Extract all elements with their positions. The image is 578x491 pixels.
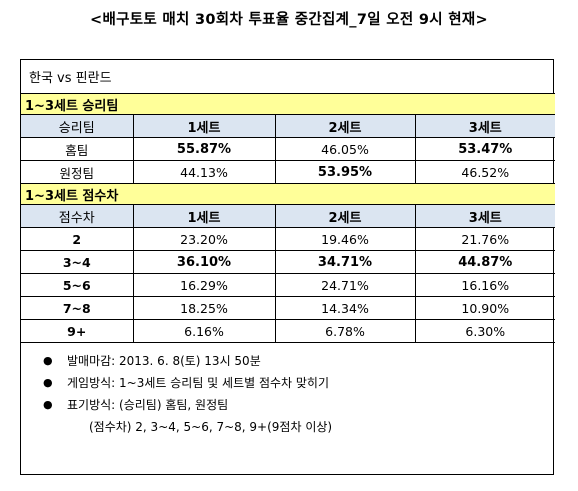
note-item: ● 표기방식: (승리팀) 홈팀, 원정팀: [43, 394, 553, 416]
header-cell: 1세트: [132, 114, 276, 138]
table-row: 2 23.20% 19.46% 21.76%: [21, 227, 556, 251]
header-cell: 점수차: [21, 204, 134, 228]
value-cell: 44.13%: [132, 160, 276, 184]
value-cell: 6.16%: [132, 319, 276, 343]
note-text: 표기방식: (승리팀) 홈팀, 원정팀: [67, 398, 229, 412]
value-cell: 16.16%: [414, 273, 556, 297]
table-row: 5~6 16.29% 24.71% 16.16%: [21, 273, 556, 297]
note-text: 게임방식: 1~3세트 승리팀 및 세트별 점수차 맞히기: [67, 376, 330, 390]
value-cell: 6.30%: [414, 319, 556, 343]
value-cell: 18.25%: [132, 296, 276, 320]
value-cell: 34.71%: [274, 250, 416, 274]
section2-title: 1~3세트 점수차: [21, 183, 556, 205]
header-cell: 3세트: [414, 204, 556, 228]
value-cell: 36.10%: [132, 250, 276, 274]
value-cell: 6.78%: [274, 319, 416, 343]
note-item: ● 발매마감: 2013. 6. 8(토) 13시 50분: [43, 350, 553, 372]
value-cell: 14.34%: [274, 296, 416, 320]
row-label: 3~4: [21, 250, 134, 274]
note-text: 발매마감: 2013. 6. 8(토) 13시 50분: [67, 354, 261, 368]
value-cell: 19.46%: [274, 227, 416, 251]
notes: ● 발매마감: 2013. 6. 8(토) 13시 50분 ● 게임방식: 1~…: [21, 343, 553, 438]
row-label: 2: [21, 227, 134, 251]
match-row: 한국 vs 핀란드: [21, 60, 556, 94]
row-label: 9+: [21, 319, 134, 343]
value-cell: 16.29%: [132, 273, 276, 297]
table-row: 원정팀 44.13% 53.95% 46.52%: [21, 160, 556, 184]
vote-table: 한국 vs 핀란드 1~3세트 승리팀 승리팀 1세트 2세트 3세트 홈팀 5…: [21, 60, 556, 343]
black-circle-icon: ●: [43, 354, 53, 367]
section1-header-row: 승리팀 1세트 2세트 3세트: [21, 114, 556, 138]
table-row: 7~8 18.25% 14.34% 10.90%: [21, 296, 556, 320]
table-row: 3~4 36.10% 34.71% 44.87%: [21, 250, 556, 274]
section1-title-row: 1~3세트 승리팀: [21, 93, 556, 115]
value-cell: 23.20%: [132, 227, 276, 251]
row-label: 7~8: [21, 296, 134, 320]
table-row: 홈팀 55.87% 46.05% 53.47%: [21, 137, 556, 161]
match-title: 한국 vs 핀란드: [21, 60, 556, 94]
value-cell: 24.71%: [274, 273, 416, 297]
header-cell: 1세트: [132, 204, 276, 228]
value-cell: 44.87%: [414, 250, 556, 274]
vote-table-frame: 한국 vs 핀란드 1~3세트 승리팀 승리팀 1세트 2세트 3세트 홈팀 5…: [20, 59, 556, 475]
header-cell: 2세트: [274, 114, 416, 138]
row-label: 5~6: [21, 273, 134, 297]
section2-title-row: 1~3세트 점수차: [21, 183, 556, 205]
section1-title: 1~3세트 승리팀: [21, 93, 556, 115]
page-title: <배구토토 매치 30회차 투표율 중간집계_7일 오전 9시 현재>: [90, 12, 488, 28]
black-circle-icon: ●: [43, 376, 53, 389]
value-cell: 46.05%: [274, 137, 416, 161]
value-cell: 21.76%: [414, 227, 556, 251]
row-label: 원정팀: [21, 160, 134, 184]
section2-header-row: 점수차 1세트 2세트 3세트: [21, 204, 556, 228]
value-cell: 53.47%: [414, 137, 556, 161]
header-cell: 승리팀: [21, 114, 134, 138]
header-cell: 2세트: [274, 204, 416, 228]
header-cell: 3세트: [414, 114, 556, 138]
value-cell: 10.90%: [414, 296, 556, 320]
row-label: 홈팀: [21, 137, 134, 161]
value-cell: 55.87%: [132, 137, 276, 161]
table-row: 9+ 6.16% 6.78% 6.30%: [21, 319, 556, 343]
value-cell: 46.52%: [414, 160, 556, 184]
note-continuation: (점수차) 2, 3~4, 5~6, 7~8, 9+(9점차 이상): [89, 420, 333, 434]
note-item: ● 게임방식: 1~3세트 승리팀 및 세트별 점수차 맞히기: [43, 372, 553, 394]
black-circle-icon: ●: [43, 398, 53, 411]
value-cell: 53.95%: [274, 160, 416, 184]
